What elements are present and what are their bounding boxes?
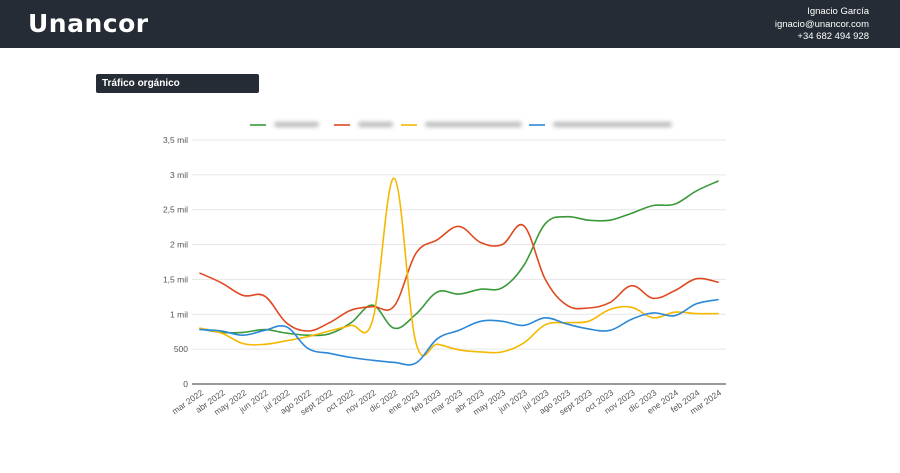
y-tick-label: 0 — [183, 379, 188, 389]
series-line-1 — [199, 180, 719, 337]
y-axis-ticks: 0 500 1 mil 1,5 mil 2 mil 2,5 mil 3 mil 3,5 mil — [163, 135, 188, 389]
top-bar: Unancor Ignacio García ignacio@unancor.c… — [0, 0, 900, 48]
legend-obscured-label-1 — [274, 122, 319, 127]
legend-obscured-label-3 — [425, 122, 522, 127]
contact-email[interactable]: ignacio@unancor.com — [774, 18, 869, 30]
series-line-2 — [199, 223, 719, 332]
y-tick-label: 2 mil — [170, 240, 188, 250]
contact-phone: +34 682 494 928 — [797, 31, 869, 42]
y-tick-label: 500 — [174, 344, 188, 354]
section-title: Tráfico orgánico — [96, 74, 259, 93]
y-tick-label: 3 mil — [170, 170, 188, 180]
y-tick-label: 3,5 mil — [163, 135, 188, 145]
contact-name: Ignacio García — [807, 6, 869, 17]
chart-gridlines — [192, 139, 726, 385]
contact-info: Ignacio García ignacio@unancor.com +34 6… — [775, 6, 869, 44]
logo: Unancor — [28, 9, 149, 38]
y-tick-label: 1,5 mil — [163, 274, 188, 284]
y-tick-label: 1 mil — [170, 309, 188, 319]
series-line-4 — [199, 298, 719, 366]
series-line-3 — [199, 177, 719, 357]
chart-legend — [250, 122, 672, 127]
legend-obscured-label-4 — [553, 122, 672, 127]
legend-obscured-label-2 — [358, 122, 393, 127]
chart-series — [199, 177, 719, 366]
y-tick-label: 2,5 mil — [163, 205, 188, 215]
